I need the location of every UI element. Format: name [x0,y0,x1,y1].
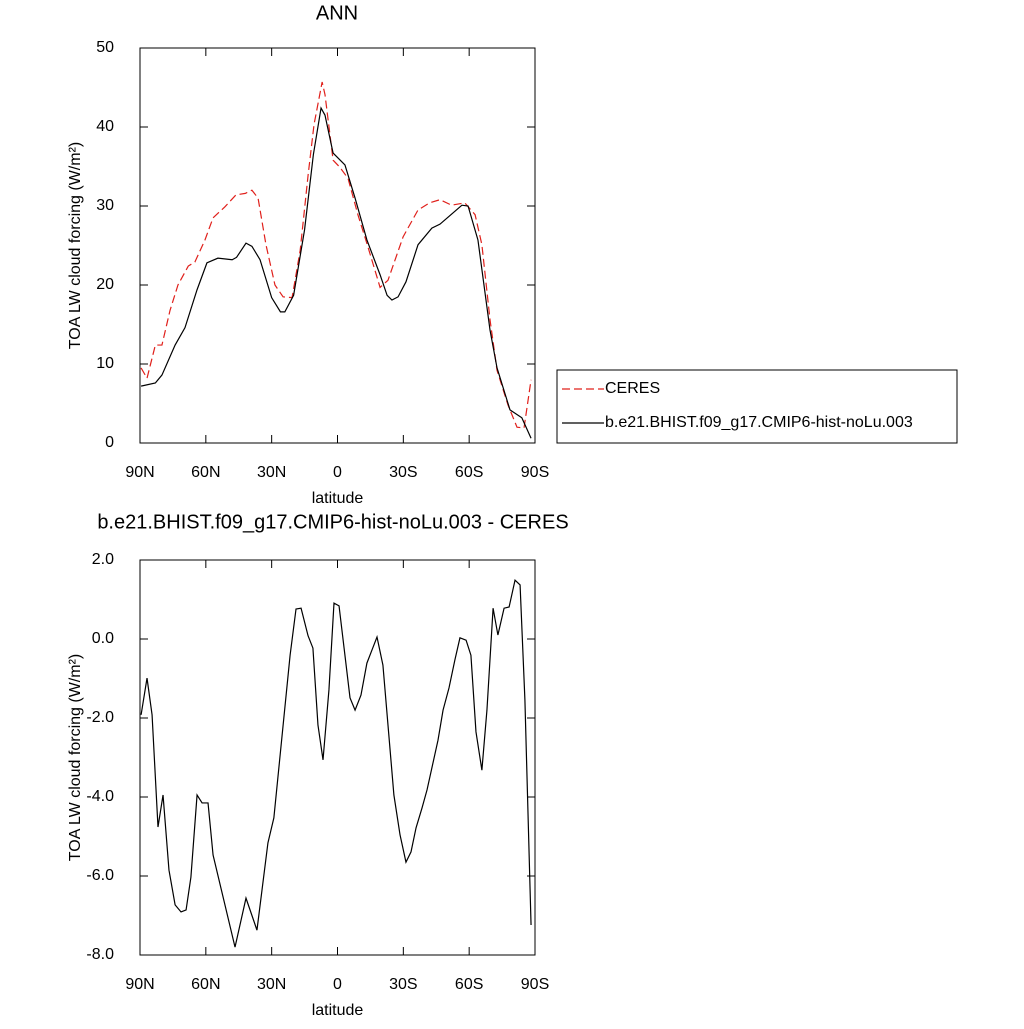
y-tick-label: -6.0 [86,867,114,884]
series-line [140,81,532,429]
y-tick-label: 2.0 [92,551,114,568]
x-tick-label: 60S [455,976,483,993]
x-tick-label: 30S [389,976,417,993]
y-tick-label: 10 [96,355,114,372]
x-tick-label: 60N [191,976,220,993]
y-tick-label: -4.0 [86,788,114,805]
x-tick-label: 90S [521,464,549,481]
y-tick-label: -2.0 [86,709,114,726]
y-tick-label: -8.0 [86,946,114,963]
x-tick-label: 60S [455,464,483,481]
x-tick-label: 30S [389,464,417,481]
y-tick-label: 0 [105,434,114,451]
legend-label: b.e21.BHIST.f09_g17.CMIP6-hist-noLu.003 [605,414,913,431]
y-tick-label: 0.0 [92,630,114,647]
y-tick-label: 30 [96,197,114,214]
legend-box [556,369,958,444]
x-tick-label: 90N [125,976,154,993]
series-line [140,106,532,439]
y-axis-label: TOA LW cloud forcing (W/m²) [67,654,84,861]
x-tick-label: 30N [257,976,286,993]
x-tick-label: 90N [125,464,154,481]
x-tick-label: 90S [521,976,549,993]
chart-title: b.e21.BHIST.f09_g17.CMIP6-hist-noLu.003 … [97,511,568,533]
y-axis-label: TOA LW cloud forcing (W/m²) [67,142,84,349]
x-axis-label: latitude [312,1002,364,1019]
x-tick-label: 30N [257,464,286,481]
x-tick-label: 0 [333,976,342,993]
y-tick-label: 20 [96,276,114,293]
y-tick-label: 50 [96,39,114,56]
series-line [140,578,532,948]
chart-title: ANN [316,2,358,24]
plot-frame [139,559,536,956]
plot-frame [139,47,536,444]
x-axis-label: latitude [312,490,364,507]
legend-label: CERES [605,380,660,397]
x-tick-label: 0 [333,464,342,481]
x-tick-label: 60N [191,464,220,481]
y-tick-label: 40 [96,118,114,135]
